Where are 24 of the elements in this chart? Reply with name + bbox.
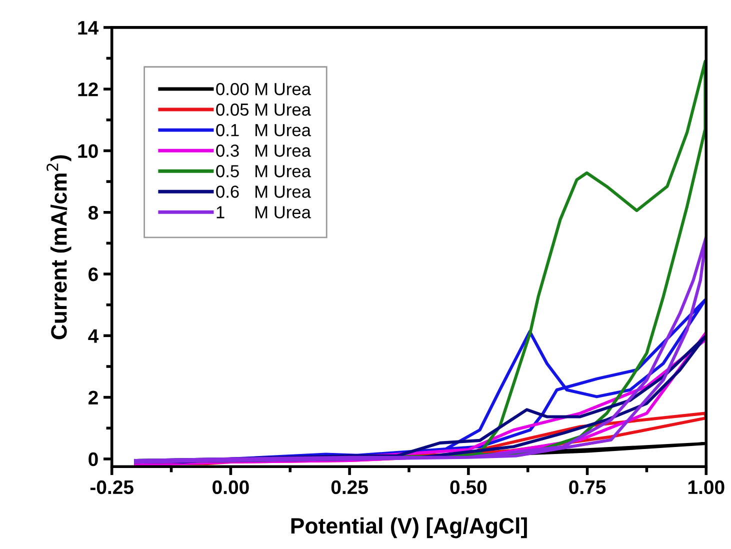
legend-label: 0.1 M Urea [216, 124, 311, 136]
legend-label: 0.5 M Urea [216, 165, 311, 178]
y-tick-label: 6 [88, 267, 98, 282]
x-tick-label: 0.75 [569, 480, 606, 494]
y-tick-label: 14 [78, 21, 99, 34]
x-tick-label: 0.50 [450, 480, 487, 494]
y-tick-label: 2 [88, 390, 98, 404]
legend-label: 0.6 M Urea [216, 186, 311, 198]
y-tick-label: 8 [88, 206, 98, 220]
y-tick-label: 10 [78, 144, 98, 158]
legend-label: 0.05 M Urea [216, 103, 312, 116]
x-tick-label: 0.25 [331, 480, 368, 494]
y-axis-title: Current (mA/cm$^{2}$) [46, 155, 72, 340]
line-series [134, 236, 706, 464]
x-tick-label: 0.00 [212, 480, 249, 494]
legend-label: 0.00 M Urea [216, 82, 312, 96]
x-tick-label: 1.00 [688, 480, 724, 494]
legend-label: 1 M Urea [216, 206, 311, 218]
x-axis-title: Potential (V) [Ag/AgCl] [291, 517, 527, 538]
y-tick-label: 0 [88, 452, 98, 466]
x-tick-label: -0.25 [90, 480, 134, 494]
y-tick-label: 12 [78, 82, 98, 96]
legend-label: 0.3 M Urea [216, 144, 311, 157]
y-tick-label: 4 [88, 329, 99, 343]
